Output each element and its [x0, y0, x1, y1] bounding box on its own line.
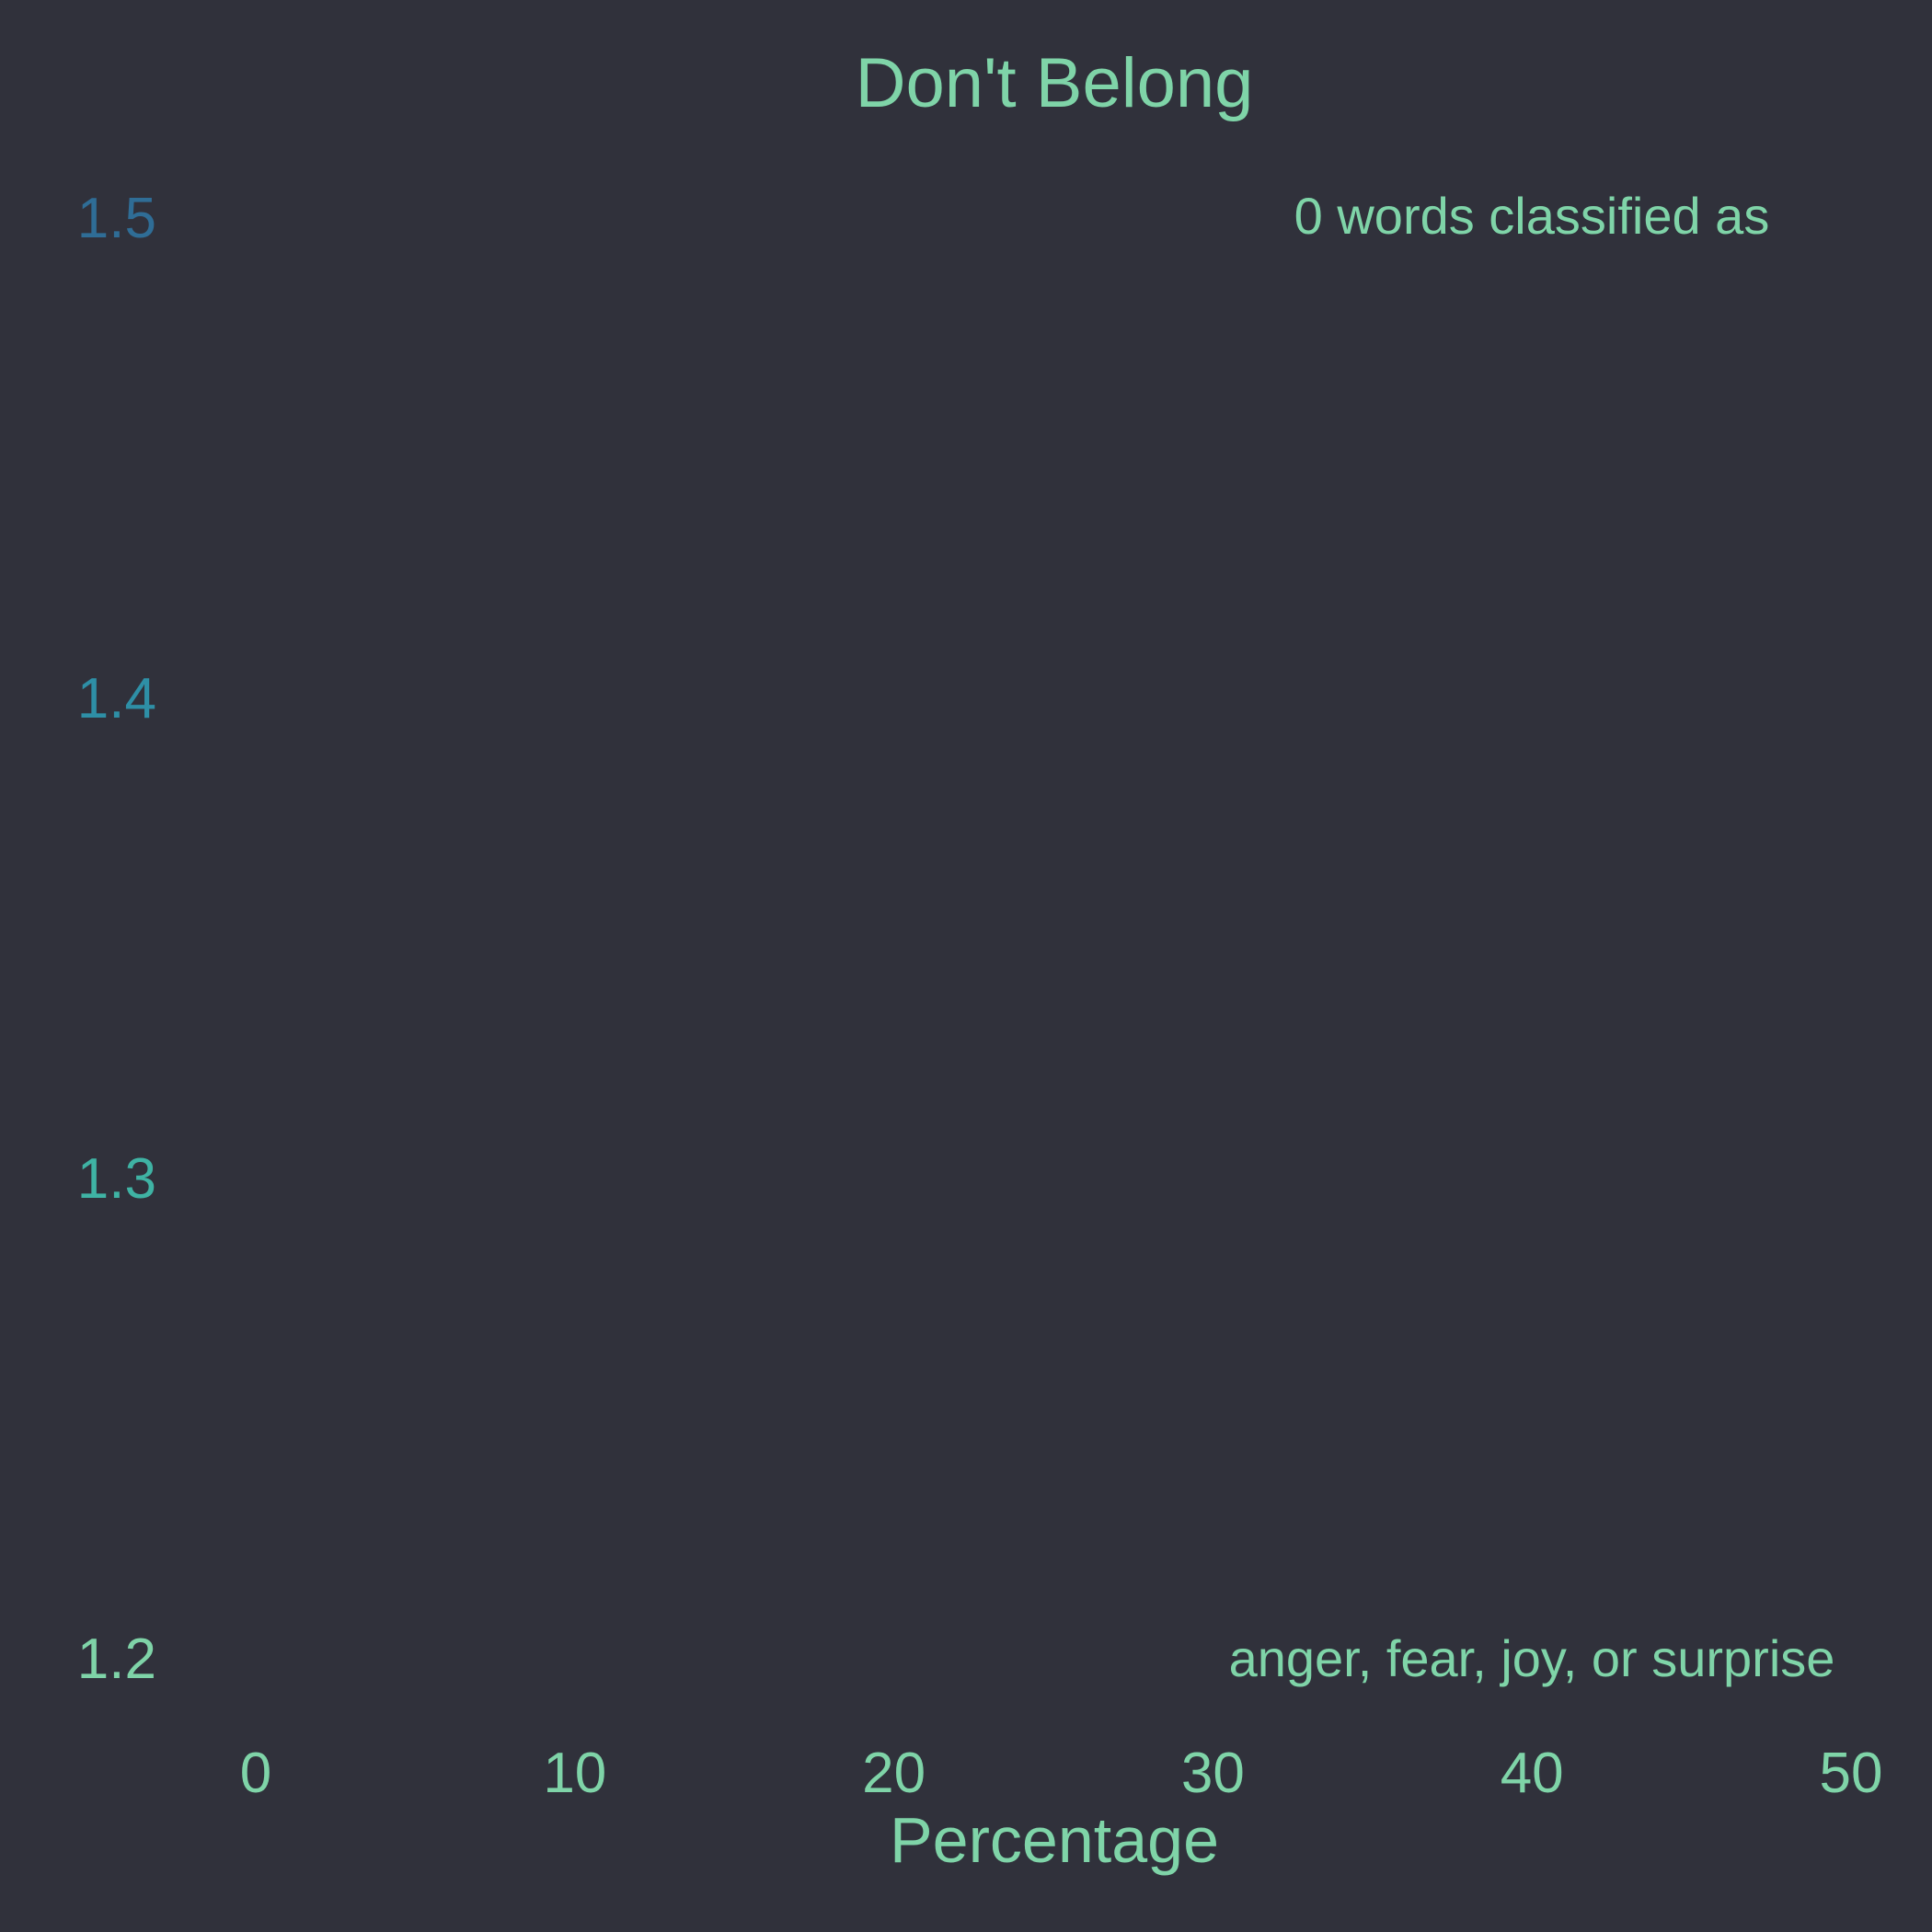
x-axis-label: Percentage — [890, 1804, 1219, 1876]
x-tick-label: 10 — [543, 1742, 606, 1805]
x-tick-label: 40 — [1501, 1742, 1564, 1805]
y-tick-label: 1.5 — [77, 187, 156, 250]
x-tick-label: 0 — [240, 1742, 271, 1805]
x-tick-label: 30 — [1181, 1742, 1245, 1805]
annotation-top: 0 words classified as — [1294, 187, 1770, 245]
x-axis-ticks: 0 10 20 30 40 50 — [240, 1742, 1883, 1805]
y-tick-label: 1.3 — [77, 1147, 156, 1211]
annotation-bottom: anger, fear, joy, or surprise — [1229, 1629, 1835, 1687]
x-tick-label: 20 — [862, 1742, 926, 1805]
x-tick-label: 50 — [1820, 1742, 1883, 1805]
y-tick-label: 1.4 — [77, 667, 156, 730]
y-axis-ticks: 1.2 1.3 1.4 1.5 — [77, 187, 156, 1691]
y-tick-label: 1.2 — [77, 1627, 156, 1691]
chart-title: Don't Belong — [856, 44, 1254, 122]
